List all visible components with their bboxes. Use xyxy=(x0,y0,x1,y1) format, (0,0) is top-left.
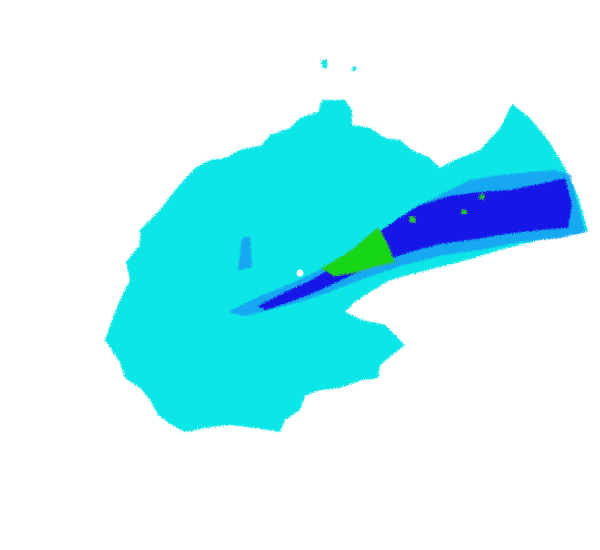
echo-dark-band xyxy=(258,178,572,310)
echo-strong-area xyxy=(321,194,485,277)
echo-strong-speck-3 xyxy=(479,194,485,200)
echo-strong-speck-2 xyxy=(461,209,467,215)
echo-strong-speck-1 xyxy=(409,216,416,223)
echo-light-speck-2 xyxy=(352,67,356,71)
echo-light-speck-1 xyxy=(322,60,327,68)
echo-mid-patch xyxy=(238,236,252,270)
echo-dark-area xyxy=(258,178,572,310)
echo-light-area xyxy=(105,60,588,432)
radar-site-dot-icon xyxy=(296,269,304,277)
echo-strong-cell xyxy=(321,227,395,277)
